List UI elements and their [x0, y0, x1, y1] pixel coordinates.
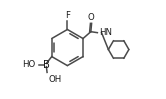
Text: HN: HN — [99, 28, 112, 37]
Text: OH: OH — [48, 75, 61, 84]
Text: HO: HO — [22, 60, 36, 69]
Text: O: O — [88, 13, 94, 22]
Text: F: F — [65, 11, 70, 20]
Text: B: B — [43, 60, 50, 70]
